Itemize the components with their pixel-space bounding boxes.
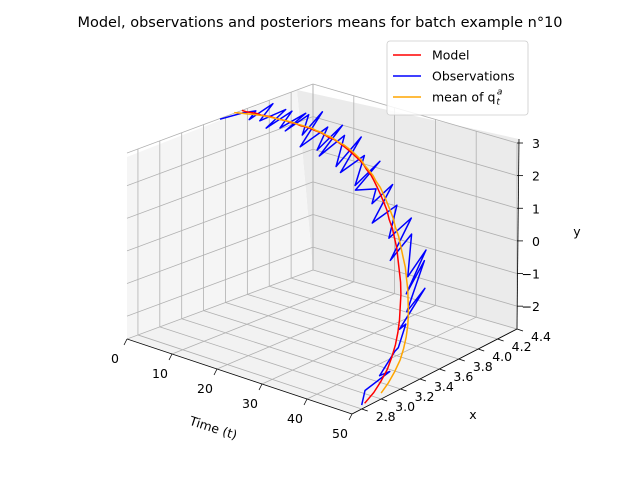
time-axis-line [126,338,353,415]
series-line-mean-of-q-t-a [234,111,410,394]
tick-mark [168,353,173,361]
x-tick-label: 3.2 [415,389,435,404]
x-tick-label: 3.8 [473,359,493,374]
grid-line [312,181,518,242]
grid-line [171,281,354,355]
axis-lines [126,138,520,415]
x-axis-label: x [469,407,476,422]
y-tick-label: −1 [522,267,540,282]
legend-label: mean of qta [432,88,502,108]
y-tick-label: 1 [532,201,540,216]
ticks-layer: 010203040502.83.03.23.43.63.84.04.24.4−2… [111,136,551,441]
grid-line [247,293,459,360]
tick-mark [516,328,524,332]
y-tick-label: 2 [532,169,540,184]
grid-line [126,246,314,317]
y-axis-line [516,138,520,330]
y-tick-label: −2 [522,299,540,314]
tick-mark [213,368,218,376]
time-tick-label: 30 [242,396,258,411]
tick-mark [497,338,504,342]
legend-label: Model [432,48,470,63]
time-tick-label: 0 [111,351,119,366]
time-tick-label: 10 [152,366,168,381]
x-axis-line [351,328,518,415]
grid-line [312,116,518,177]
legend-box [386,40,529,116]
tick-mark [303,398,308,406]
grid-line [312,269,518,330]
legend: Model Observations mean of qta [386,40,529,116]
tick-mark [439,368,446,372]
time-tick-label: 50 [332,426,348,441]
tick-mark [123,338,128,346]
tick-mark [400,388,407,392]
x-tick-label: 4.0 [492,349,512,364]
series-layer [219,102,427,406]
x-tick-label: 3.6 [453,369,473,384]
grid-line [126,214,314,284]
chart-title: Model, observations and posteriors means… [77,15,562,31]
y-tick-label: 3 [532,136,540,151]
tick-mark [419,378,427,382]
grid-line [225,302,440,370]
tick-mark [258,383,263,391]
x-tick-label: 4.4 [531,329,551,344]
tick-mark [380,398,388,402]
time-tick-label: 20 [197,381,213,396]
grid-line [126,148,314,219]
time-axis-label: Time (t) [187,413,239,443]
x-tick-label: 4.2 [512,339,532,354]
grid-line [126,181,314,252]
legend-label: Observations [432,69,515,84]
grid-line [126,116,314,187]
tick-mark [458,358,465,362]
y-tick-label: 0 [532,234,540,249]
grid-line [137,334,362,410]
tick-mark [348,413,353,421]
grid-line [159,326,382,400]
floor-pane [127,270,517,414]
grid-line [312,148,518,209]
grid-line [312,214,518,274]
x-tick-label: 3.4 [434,379,454,394]
time-tick-label: 40 [287,411,303,426]
grid-line [269,285,479,350]
left-pane [127,90,313,339]
grid-layer [126,83,518,415]
tick-mark [478,348,485,352]
series-line-observations [219,102,427,406]
grid-line [291,277,498,340]
y-axis-label: y [573,224,581,239]
x-tick-label: 2.8 [376,409,396,424]
grid-line [181,318,401,390]
grid-line [126,269,314,340]
tick-mark [361,408,368,412]
grid-line [216,293,395,370]
x-tick-label: 3.0 [395,399,415,414]
